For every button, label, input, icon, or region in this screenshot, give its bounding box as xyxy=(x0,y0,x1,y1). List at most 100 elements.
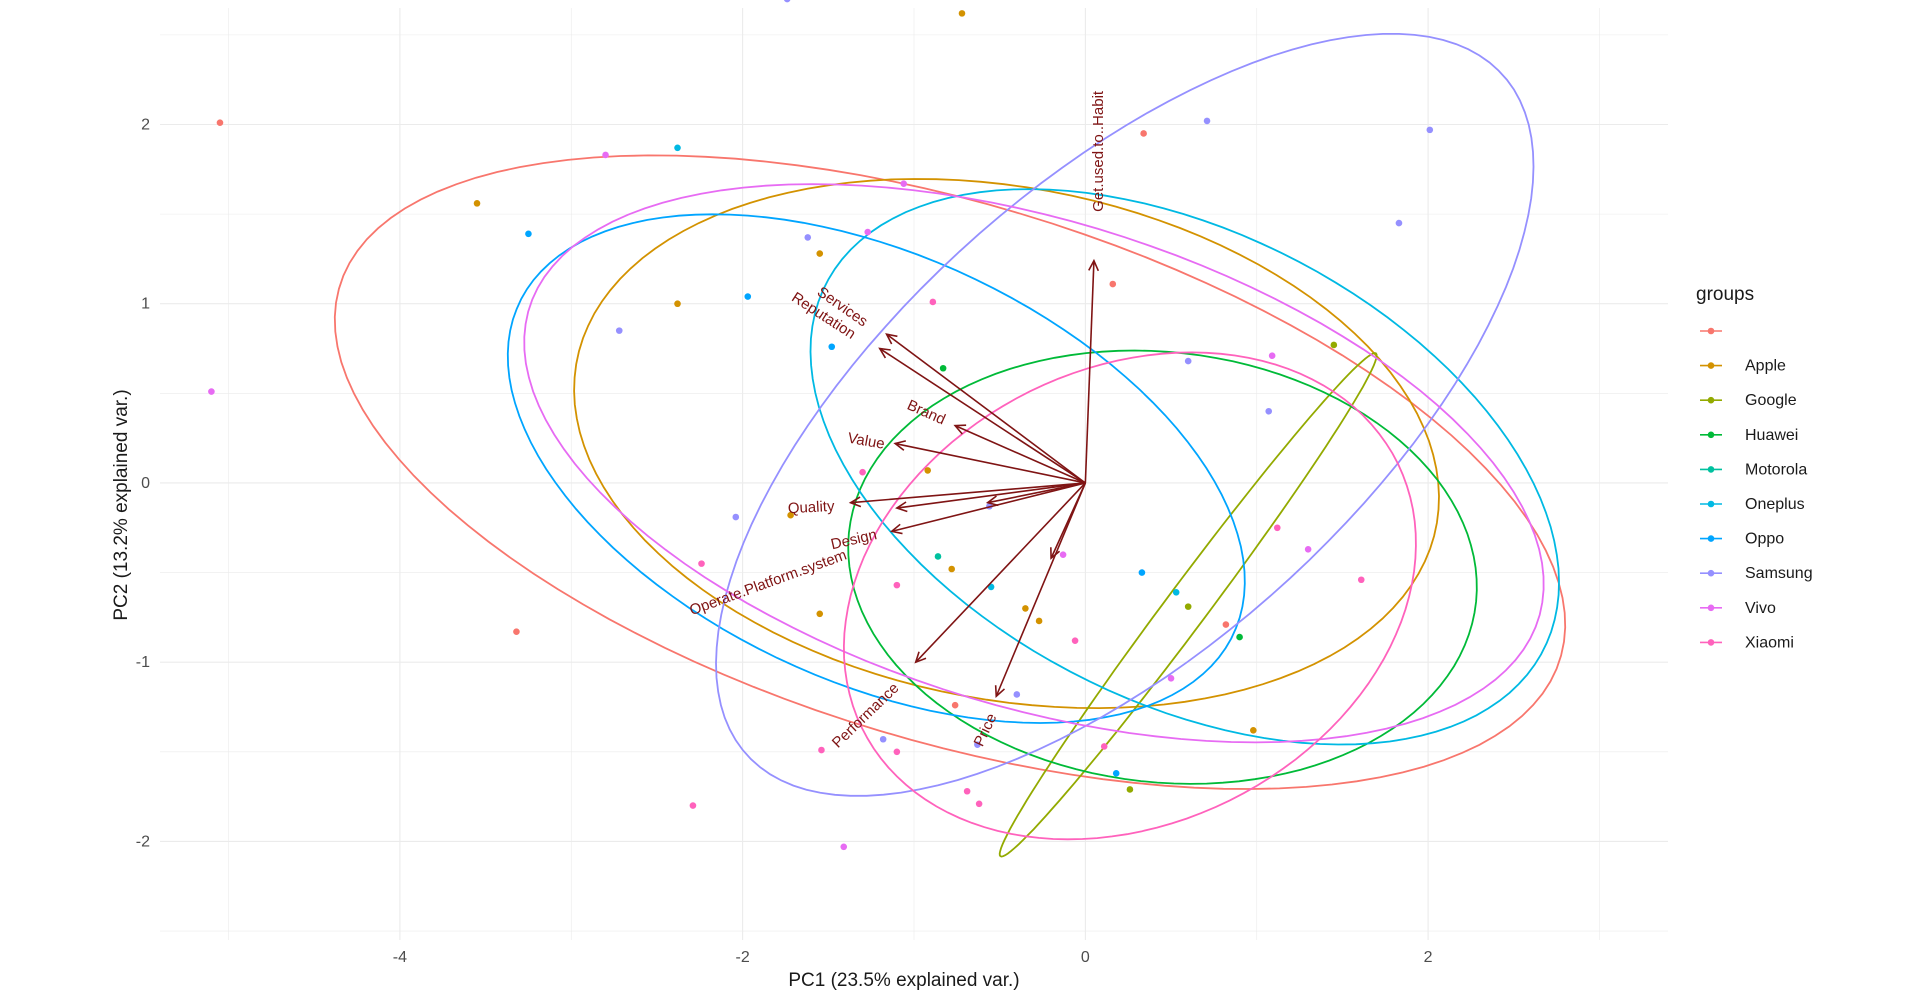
data-point xyxy=(1172,588,1180,596)
data-point xyxy=(787,511,794,519)
data-point xyxy=(1167,675,1175,682)
axis-ticks: -4 -2 0 2 -2 -1 0 1 2 xyxy=(136,117,1433,967)
ellipse-unlabeled xyxy=(333,154,1567,790)
variable-arrow xyxy=(886,333,1086,484)
legend: groups Apple Google Huawei Motorola Oneplus O… xyxy=(1696,284,1813,651)
legend-key-point xyxy=(1707,362,1715,369)
x-tick-label: -2 xyxy=(736,949,750,966)
ellipse-oneplus xyxy=(809,188,1560,746)
legend-label: Oneplus xyxy=(1745,496,1805,513)
variable-arrow xyxy=(879,347,1086,484)
arrow-head xyxy=(985,495,999,507)
variable-label: Price xyxy=(971,711,1001,749)
data-point xyxy=(893,748,901,756)
data-point xyxy=(1109,280,1117,288)
variable-label: Brand xyxy=(904,397,947,429)
data-point xyxy=(974,741,981,748)
data-point xyxy=(1100,743,1108,750)
data-point xyxy=(1426,126,1434,134)
data-point xyxy=(818,746,825,754)
data-point xyxy=(1071,637,1079,644)
legend-key-point xyxy=(1707,639,1715,646)
data-point xyxy=(208,388,215,395)
variable-label: Get.used.to..Habit xyxy=(1090,90,1107,212)
legend-label: Motorola xyxy=(1745,461,1807,478)
data-point xyxy=(1138,569,1146,576)
arrow-head xyxy=(914,651,927,664)
variable-arrow xyxy=(987,482,1086,504)
ellipse-huawei xyxy=(847,349,1478,785)
data-point xyxy=(939,364,947,372)
variable-arrow xyxy=(896,482,1086,509)
ellipse-samsung xyxy=(715,33,1535,797)
variable-arrow xyxy=(894,442,1086,484)
data-point xyxy=(1035,617,1043,625)
data-point xyxy=(513,628,520,636)
data-point xyxy=(1059,551,1067,558)
data-point xyxy=(1184,603,1192,610)
variable-arrows xyxy=(848,258,1100,698)
data-point xyxy=(732,513,740,521)
y-tick-label: 1 xyxy=(141,296,150,313)
y-tick-label: -1 xyxy=(136,654,150,671)
data-point xyxy=(615,327,623,334)
ellipse-xiaomi xyxy=(842,351,1417,841)
data-point xyxy=(893,581,901,589)
data-point xyxy=(900,180,908,187)
data-point xyxy=(1013,691,1021,698)
data-point xyxy=(1236,633,1243,641)
legend-key-point xyxy=(1707,569,1715,577)
variable-arrow xyxy=(850,482,1086,504)
grid xyxy=(160,8,1668,940)
data-point xyxy=(1126,786,1134,793)
data-point xyxy=(1222,621,1230,628)
data-point xyxy=(804,234,812,241)
ellipse-google xyxy=(998,352,1378,858)
ellipse-oppo xyxy=(506,213,1246,724)
legend-title: groups xyxy=(1696,284,1754,305)
x-axis-title: PC1 (23.5% explained var.) xyxy=(788,970,1019,991)
arrow-head xyxy=(878,347,891,359)
legend-key-point xyxy=(1707,466,1715,473)
y-tick-label: -2 xyxy=(136,833,150,850)
data-point xyxy=(216,119,224,127)
variable-arrow xyxy=(995,482,1087,697)
y-axis-title: PC2 (13.2% explained var.) xyxy=(111,389,132,620)
legend-label: Huawei xyxy=(1745,427,1798,444)
data-point xyxy=(602,151,609,159)
data-point xyxy=(924,467,932,474)
data-point xyxy=(1357,576,1365,584)
ellipse-vivo xyxy=(523,183,1545,744)
data-point xyxy=(828,343,836,351)
data-point xyxy=(1273,524,1281,532)
arrow-head xyxy=(889,523,903,535)
data-point xyxy=(1184,357,1192,365)
variable-label: Quality xyxy=(787,498,835,517)
data-point xyxy=(473,200,481,207)
data-points xyxy=(208,0,1434,851)
y-tick-label: 2 xyxy=(141,117,150,134)
variable-label: Value xyxy=(846,430,886,453)
data-point xyxy=(1304,545,1312,553)
variable-arrow xyxy=(1050,482,1087,559)
data-point xyxy=(744,293,752,300)
data-point xyxy=(963,787,971,795)
data-point xyxy=(840,843,848,851)
data-point xyxy=(674,144,681,152)
data-point xyxy=(816,250,824,257)
data-point xyxy=(689,802,697,809)
x-tick-label: 2 xyxy=(1424,949,1433,966)
variable-arrow xyxy=(954,424,1086,484)
arrow-head xyxy=(848,496,862,508)
data-point xyxy=(859,468,866,476)
data-point xyxy=(1022,605,1029,612)
variable-arrow xyxy=(915,482,1086,663)
legend-key-point xyxy=(1707,500,1715,508)
data-point xyxy=(698,560,705,567)
data-point xyxy=(674,300,681,308)
legend-key-point xyxy=(1707,396,1715,404)
ellipse-apple xyxy=(573,178,1440,710)
arrow-head xyxy=(893,440,907,451)
y-tick-label: 0 xyxy=(141,475,150,492)
data-point xyxy=(816,610,824,618)
